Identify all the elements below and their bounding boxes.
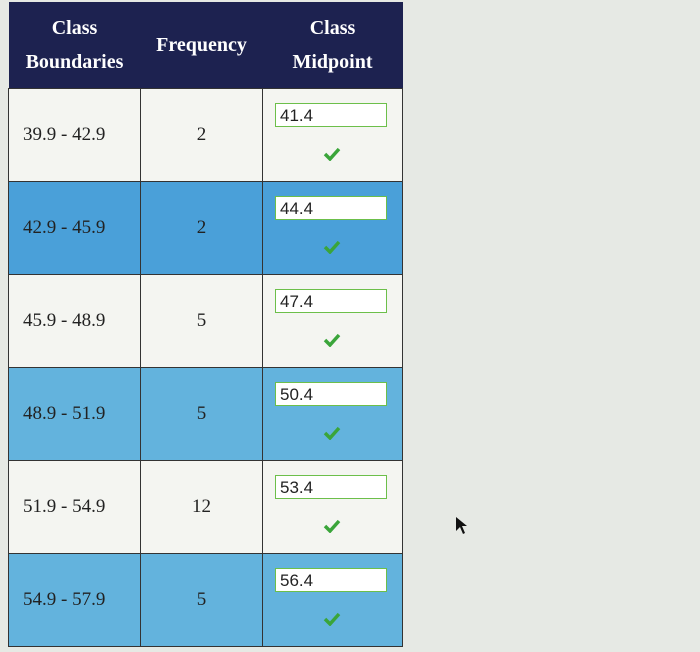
table-row: 48.9 - 51.9 5 50.4 bbox=[8, 367, 403, 461]
class-boundaries: 51.9 - 54.9 bbox=[8, 460, 141, 554]
midpoint-input[interactable]: 44.4 bbox=[275, 196, 387, 220]
midpoint-input[interactable]: 56.4 bbox=[275, 568, 387, 592]
frequency: 12 bbox=[140, 460, 263, 554]
midpoint-cell: 56.4 bbox=[262, 553, 403, 647]
table-row: 54.9 - 57.9 5 56.4 bbox=[8, 553, 403, 647]
midpoint-cell: 50.4 bbox=[262, 367, 403, 461]
frequency: 5 bbox=[140, 274, 263, 368]
class-boundaries: 48.9 - 51.9 bbox=[8, 367, 141, 461]
header-row: Class Boundaries Frequency Class Midpoin… bbox=[8, 2, 403, 89]
check-mark bbox=[323, 612, 341, 626]
check-mark bbox=[323, 426, 341, 440]
midpoint-cell: 53.4 bbox=[262, 460, 403, 554]
midpoint-input[interactable]: 41.4 bbox=[275, 103, 387, 127]
class-boundaries: 39.9 - 42.9 bbox=[8, 88, 141, 182]
midpoint-cell: 41.4 bbox=[262, 88, 403, 182]
class-boundaries: 42.9 - 45.9 bbox=[8, 181, 141, 275]
midpoint-input[interactable]: 50.4 bbox=[275, 382, 387, 406]
frequency: 5 bbox=[140, 367, 263, 461]
midpoint-cell: 47.4 bbox=[262, 274, 403, 368]
table-body: 39.9 - 42.9 2 41.4 42.9 - 45.9 2 44.4 45.9 - 4… bbox=[8, 88, 403, 647]
class-boundaries: 45.9 - 48.9 bbox=[8, 274, 141, 368]
header-cell: Class Boundaries bbox=[8, 2, 141, 89]
header-cell: Class Midpoint bbox=[262, 2, 403, 89]
midpoint-input[interactable]: 47.4 bbox=[275, 289, 387, 313]
midpoint-input[interactable]: 53.4 bbox=[275, 475, 387, 499]
midpoint-cell: 44.4 bbox=[262, 181, 403, 275]
mouse-cursor bbox=[456, 517, 467, 534]
frequency: 2 bbox=[140, 181, 263, 275]
table-row: 42.9 - 45.9 2 44.4 bbox=[8, 181, 403, 275]
check-mark bbox=[323, 519, 341, 533]
table-row: 39.9 - 42.9 2 41.4 bbox=[8, 88, 403, 182]
table-row: 45.9 - 48.9 5 47.4 bbox=[8, 274, 403, 368]
table-row: 51.9 - 54.9 12 53.4 bbox=[8, 460, 403, 554]
check-mark bbox=[323, 333, 341, 347]
frequency-table: Class Boundaries Frequency Class Midpoin… bbox=[8, 2, 403, 647]
check-mark bbox=[323, 240, 341, 254]
frequency: 5 bbox=[140, 553, 263, 647]
frequency: 2 bbox=[140, 88, 263, 182]
class-boundaries: 54.9 - 57.9 bbox=[8, 553, 141, 647]
header-cell: Frequency bbox=[140, 2, 263, 89]
check-mark bbox=[323, 147, 341, 161]
